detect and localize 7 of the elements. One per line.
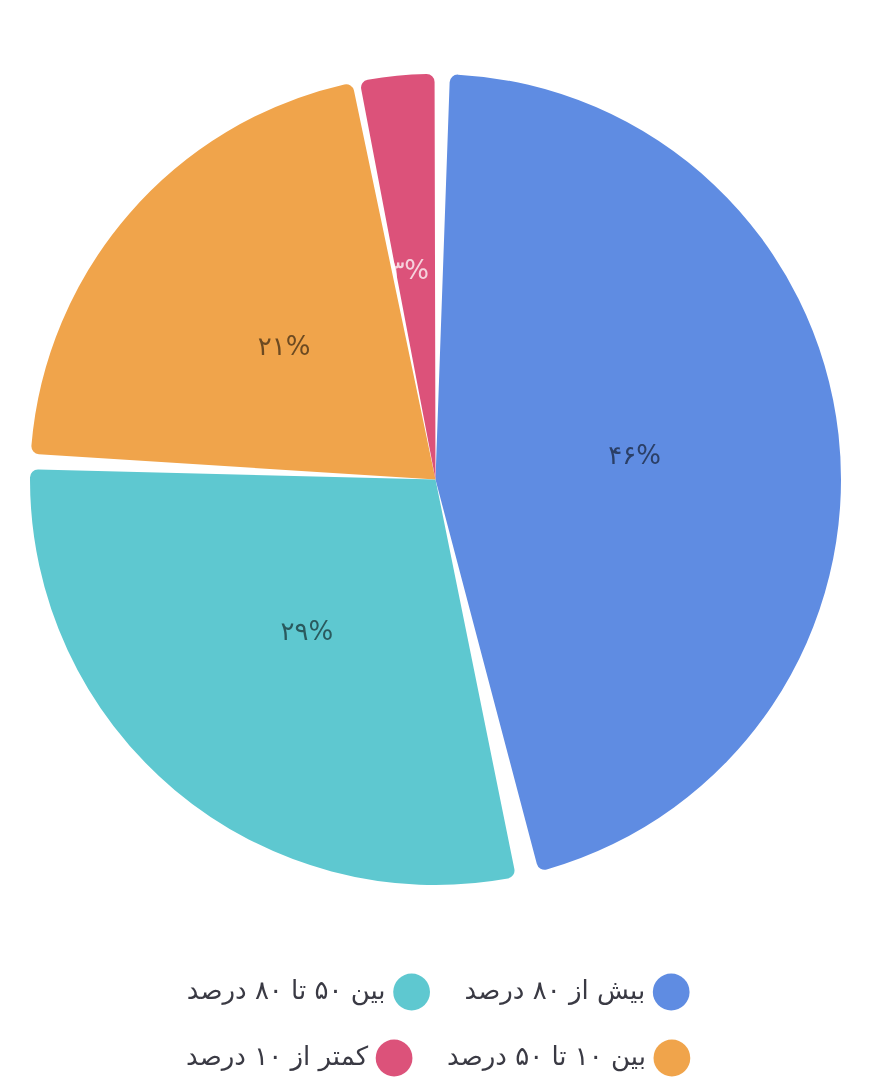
data-label: ۲۹% (280, 615, 334, 646)
data-label: ۲۱% (257, 331, 311, 362)
data-label: ۴۶% (608, 440, 661, 471)
legend-label: بین ۱۰ تا ۵۰ درصد (447, 1040, 646, 1072)
legend-label: بین ۵۰ تا ۸۰ درصد (186, 974, 386, 1006)
legend-label: کمتر از ۱۰ درصد (186, 1040, 369, 1072)
legend-label: بیش از ۸۰ درصد (464, 974, 646, 1005)
